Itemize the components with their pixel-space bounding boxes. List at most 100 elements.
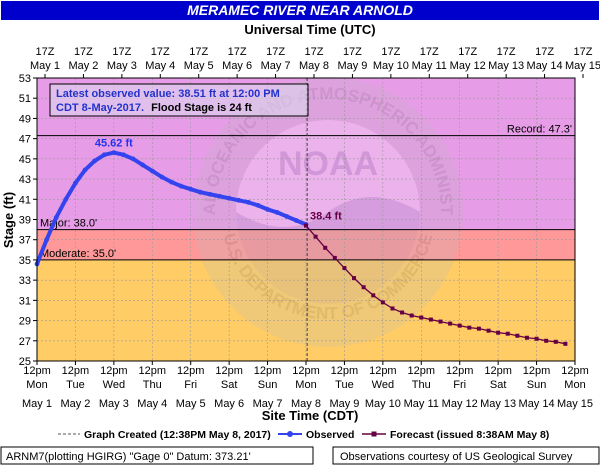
bottom-tick-time: 12pm [254, 365, 282, 377]
bottom-tick-time: 12pm [292, 365, 320, 377]
bottom-tick-day: Wed [103, 379, 125, 391]
bottom-tick-date: May 14 [519, 398, 555, 410]
info-line-2-date: CDT 8-May-2017. [56, 102, 144, 114]
y-tick-label: 25 [19, 356, 31, 368]
bottom-tick-date: May 4 [137, 398, 167, 410]
top-tick-hour: 17Z [112, 46, 131, 58]
bottom-tick-date: May 10 [365, 398, 401, 410]
forecast-start-label: 38.4 ft [310, 211, 342, 223]
bottom-tick-time: 12pm [484, 365, 512, 377]
y-tick-label: 45 [19, 154, 31, 166]
bottom-tick-date: May 15 [557, 398, 593, 410]
top-tick-date: May 11 [412, 60, 447, 72]
y-axis: 25 27 29 31 33 35 37 39 41 43 45 47 49 51 53 [19, 73, 37, 368]
forecast-point [400, 310, 405, 315]
y-tick-label: 27 [19, 336, 31, 348]
footer-courtesy: Observations courtesy of US Geological S… [340, 451, 573, 463]
observed-point [149, 168, 155, 174]
top-tick-hour: 17Z [228, 46, 247, 58]
observed-point [178, 183, 184, 189]
observed-point [255, 202, 261, 208]
bottom-tick-time: 12pm [215, 365, 243, 377]
threshold-label: Record: 47.3' [507, 124, 572, 136]
bottom-tick-date: May 12 [442, 398, 478, 410]
forecast-point [496, 330, 501, 335]
y-tick-label: 33 [19, 275, 31, 287]
observed-point [111, 150, 117, 155]
y-tick-label: 53 [19, 73, 31, 85]
top-tick-hour: 17Z [535, 46, 554, 58]
y-tick-label: 49 [19, 113, 31, 125]
top-tick-date: May 8 [299, 60, 329, 72]
bottom-tick-date: May 13 [480, 398, 516, 410]
y-tick-label: 47 [19, 134, 31, 146]
observed-point [217, 193, 222, 199]
title-banner [1, 1, 599, 20]
observed-point [245, 199, 251, 205]
y-tick-label: 51 [19, 93, 31, 105]
legend-graph-created: Graph Created (12:38PM May 8, 2017) [84, 429, 271, 441]
top-tick-date: May 2 [68, 60, 98, 72]
bottom-tick-day: Mon [295, 379, 316, 391]
y-tick-label: 41 [19, 194, 31, 206]
observed-point [169, 179, 174, 185]
observed-point [82, 167, 88, 173]
forecast-point [515, 333, 520, 338]
forecast-point [544, 338, 549, 343]
observed-point [274, 210, 280, 215]
observed-point [53, 215, 59, 220]
forecast-point [352, 276, 357, 281]
forecast-point [409, 313, 414, 318]
bottom-tick-date: May 9 [329, 398, 359, 410]
top-axis-ticks: 17Z May 1 17Z May 2 17Z May 3 17Z May 4 17Z May 5… [30, 46, 600, 78]
top-tick-hour: 17Z [305, 46, 324, 58]
observed-point [188, 186, 194, 192]
threshold-label: Moderate: 35.0' [40, 248, 116, 260]
bottom-tick-day: Tue [66, 379, 85, 391]
observed-point [293, 218, 299, 223]
forecast-point [361, 285, 366, 290]
bottom-tick-day: Sun [527, 379, 547, 391]
peak-label: 45.62 ft [95, 138, 133, 150]
bottom-tick-day: Sat [490, 379, 507, 391]
forecast-point [428, 317, 433, 322]
info-box: Latest observed value: 38.51 ft at 12:00… [49, 83, 309, 117]
y-tick-label: 31 [19, 295, 31, 307]
bottom-tick-time: 12pm [408, 365, 436, 377]
bottom-tick-date: May 8 [291, 398, 321, 410]
top-tick-date: May 3 [107, 60, 137, 72]
y-tick-label: 29 [19, 316, 31, 328]
forecast-point [323, 245, 328, 250]
bottom-tick-date: May 5 [176, 398, 206, 410]
grid-lines [37, 78, 575, 361]
top-tick-date: May 10 [373, 60, 409, 72]
forecast-point [467, 325, 472, 330]
observed-point [92, 158, 98, 164]
bottom-tick-time: 12pm [331, 365, 359, 377]
annotations: 45.62 ft 38.4 ft [95, 138, 342, 223]
bottom-tick-day: Sat [221, 379, 238, 391]
forecast-point [524, 335, 529, 340]
legend-observed: Observed [306, 429, 354, 441]
info-line-2-flood-stage: Flood Stage is 24 ft [151, 102, 252, 114]
y-tick-label: 35 [19, 255, 31, 267]
bottom-tick-time: 12pm [23, 365, 51, 377]
bottom-tick-day: Wed [372, 379, 394, 391]
top-tick-date: May 5 [184, 60, 214, 72]
observed-point [236, 197, 242, 203]
bottom-tick-date: May 11 [404, 398, 439, 410]
forecast-point [505, 331, 510, 336]
bottom-tick-time: 12pm [177, 365, 205, 377]
forecast-point [313, 234, 318, 239]
forecast-line [305, 225, 566, 345]
y-tick-label: 39 [19, 215, 31, 227]
top-tick-hour: 17Z [497, 46, 516, 58]
observed-point [284, 214, 290, 219]
legend-forecast: Forecast (issued 8:38AM May 8) [390, 429, 549, 441]
bottom-axis-ticks: 12pm Mon May 1 12pm Tue May 2 12pm Wed May 3 12pm… [22, 361, 593, 410]
forecast-point [304, 223, 308, 228]
top-tick-hour: 17Z [189, 46, 208, 58]
forecast-point [486, 328, 491, 333]
bottom-tick-date: May 7 [253, 398, 283, 410]
bottom-tick-time: 12pm [523, 365, 551, 377]
